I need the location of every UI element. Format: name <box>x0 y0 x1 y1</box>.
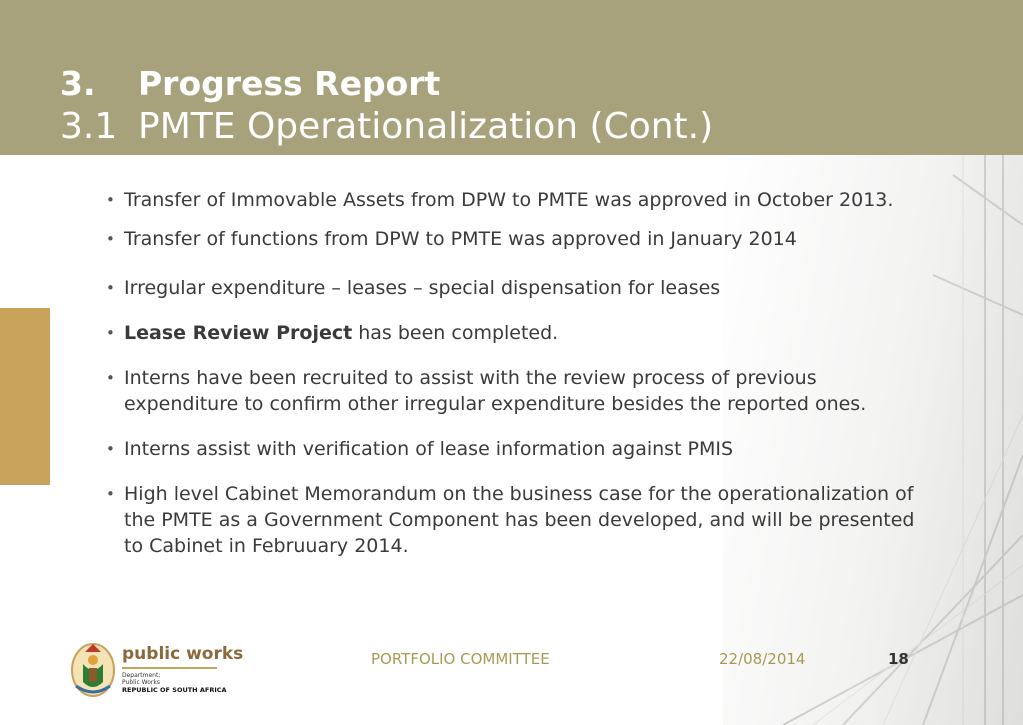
department-line-1: Department: <box>122 672 161 679</box>
bullet-item: Transfer of functions from DPW to PMTE w… <box>104 226 934 252</box>
bullet-text: Interns assist with verification of leas… <box>124 438 734 460</box>
title-number: 3. <box>60 64 96 103</box>
accent-bar <box>0 308 50 485</box>
department-label: Department: Public Works <box>122 672 160 686</box>
bullet-item: Irregular expenditure – leases – special… <box>104 275 934 301</box>
republic-label: REPUBLIC OF SOUTH AFRICA <box>122 686 227 694</box>
footer-committee: PORTFOLIO COMMITTEE <box>371 650 550 668</box>
department-logo: public works Department: Public Works RE… <box>70 640 243 700</box>
title-banner: 3. Progress Report 3.1 PMTE Operationaliza… <box>0 0 1023 155</box>
title-text: Progress Report <box>138 64 441 103</box>
bullet-item: Interns assist with verification of leas… <box>104 436 934 462</box>
brand-divider <box>122 667 217 669</box>
bullet-item: Lease Review Project has been completed. <box>104 320 934 346</box>
brand-name: public works <box>122 644 244 664</box>
bullet-bold-text: Lease Review Project <box>124 322 353 344</box>
bullet-item: Transfer of Immovable Assets from DPW to… <box>104 180 934 220</box>
department-line-2: Public Works <box>122 679 160 686</box>
bullet-text: has been completed. <box>352 322 559 344</box>
subtitle-text: PMTE Operationalization (Cont.) <box>138 106 714 147</box>
bullet-text: High level Cabinet Memorandum on the bus… <box>124 483 915 557</box>
coat-of-arms-icon <box>71 643 115 697</box>
slide-title: 3. Progress Report <box>60 64 440 103</box>
bullet-item: High level Cabinet Memorandum on the bus… <box>104 481 934 559</box>
bullet-text: Irregular expenditure – leases – special… <box>124 277 721 299</box>
slide-subtitle: 3.1 PMTE Operationalization (Cont.) <box>60 106 713 147</box>
footer-date: 22/08/2014 <box>719 650 806 668</box>
bullet-text: Transfer of Immovable Assets from DPW to… <box>124 189 894 211</box>
bullet-item: Interns have been recruited to assist wi… <box>104 365 934 417</box>
bullet-text: Transfer of functions from DPW to PMTE w… <box>124 228 797 250</box>
bullet-list: Transfer of Immovable Assets from DPW to… <box>104 180 934 559</box>
bullet-text: Interns have been recruited to assist wi… <box>124 367 867 415</box>
subtitle-number: 3.1 <box>60 106 118 147</box>
slide-number: 18 <box>888 650 909 668</box>
